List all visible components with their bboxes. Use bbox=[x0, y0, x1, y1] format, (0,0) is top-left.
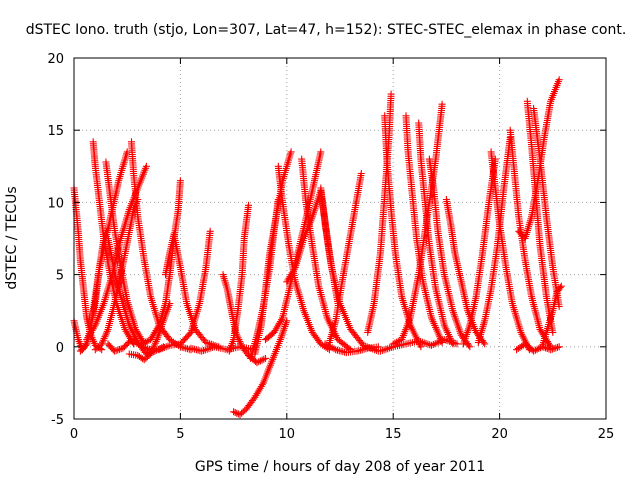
series-16 bbox=[225, 201, 252, 355]
series-markers bbox=[225, 201, 252, 355]
x-tick-labels: 0 5 10 15 20 25 bbox=[70, 427, 614, 442]
series-markers bbox=[187, 343, 259, 355]
y-tick-label: -5 bbox=[51, 413, 64, 428]
series-15 bbox=[219, 271, 269, 367]
series-markers bbox=[402, 112, 446, 346]
series-markers bbox=[425, 155, 474, 351]
x-tick-label: 20 bbox=[491, 427, 508, 442]
y-tick-labels: -5 0 5 10 15 20 bbox=[47, 52, 64, 428]
series-markers bbox=[530, 105, 563, 310]
series-40 bbox=[523, 97, 557, 336]
y-tick-label: 20 bbox=[47, 52, 64, 67]
series-markers bbox=[219, 271, 269, 367]
series-markers bbox=[364, 90, 395, 336]
series-27 bbox=[364, 90, 395, 336]
series-markers bbox=[513, 340, 563, 355]
series-42 bbox=[538, 282, 565, 351]
series-14 bbox=[187, 343, 259, 355]
x-tick-label: 0 bbox=[70, 427, 78, 442]
x-tick-label: 5 bbox=[176, 427, 184, 442]
series-43 bbox=[513, 340, 563, 355]
series-markers bbox=[230, 317, 291, 419]
chart-title: dSTEC Iono. truth (stjo, Lon=307, Lat=47… bbox=[26, 22, 627, 38]
x-tick-label: 10 bbox=[279, 427, 296, 442]
series-markers bbox=[538, 282, 565, 351]
series-markers bbox=[247, 196, 282, 362]
series-markers bbox=[459, 155, 499, 348]
series-markers bbox=[506, 126, 555, 351]
series-38 bbox=[506, 126, 555, 351]
series-19 bbox=[247, 196, 282, 362]
x-tick-label: 15 bbox=[385, 427, 402, 442]
series-markers bbox=[317, 184, 382, 355]
series-markers bbox=[298, 155, 355, 354]
data-markers bbox=[70, 76, 565, 419]
series-13 bbox=[155, 227, 214, 354]
x-tick-label: 25 bbox=[598, 427, 615, 442]
series-29 bbox=[402, 112, 446, 346]
series-37 bbox=[487, 148, 533, 354]
series-41 bbox=[530, 105, 563, 310]
y-axis-label: dSTEC / TECUs bbox=[4, 186, 20, 289]
series-markers bbox=[321, 340, 382, 357]
x-axis-label: GPS time / hours of day 208 of year 2011 bbox=[195, 459, 485, 475]
y-tick-label: 0 bbox=[56, 341, 64, 356]
series-24 bbox=[317, 184, 382, 355]
y-tick-label: 10 bbox=[47, 196, 64, 211]
y-tick-label: 5 bbox=[56, 269, 64, 284]
series-23 bbox=[298, 155, 355, 354]
series-markers bbox=[523, 97, 557, 336]
series-25 bbox=[325, 170, 365, 346]
series-markers bbox=[487, 148, 533, 354]
plot-frame bbox=[73, 57, 607, 420]
series-17 bbox=[230, 317, 291, 419]
series-4 bbox=[102, 158, 148, 348]
y-tick-label: 15 bbox=[47, 124, 64, 139]
series-34 bbox=[376, 336, 461, 355]
series-35 bbox=[459, 155, 499, 348]
axis-ticks bbox=[73, 57, 607, 420]
series-markers bbox=[102, 158, 148, 348]
series-markers bbox=[155, 227, 214, 354]
series-markers bbox=[325, 170, 365, 346]
series-32 bbox=[425, 155, 474, 351]
series-26 bbox=[321, 340, 382, 357]
series-markers bbox=[376, 336, 461, 355]
